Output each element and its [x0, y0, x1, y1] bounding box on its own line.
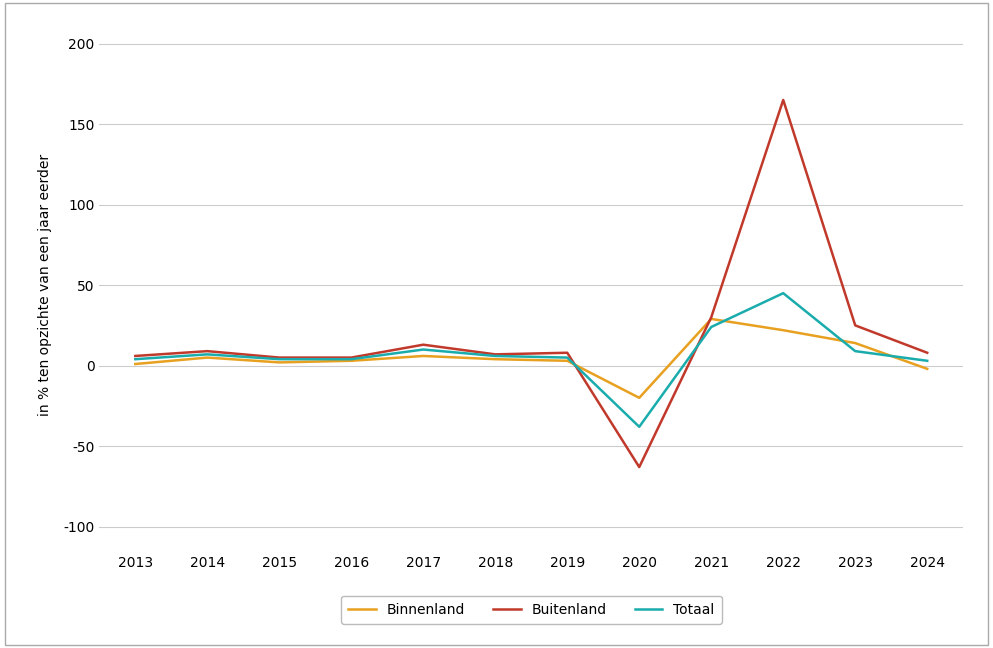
Totaal	[129, 355, 141, 363]
Totaal	[202, 351, 213, 358]
Line: Totaal: Totaal	[135, 293, 927, 427]
Line: Buitenland: Buitenland	[135, 100, 927, 467]
Binnenland	[129, 360, 141, 368]
Totaal	[273, 355, 285, 363]
Buitenland	[922, 349, 933, 356]
Binnenland	[346, 357, 357, 365]
Totaal	[490, 352, 501, 360]
Binnenland	[778, 327, 789, 334]
Buitenland	[346, 354, 357, 362]
Buitenland	[778, 96, 789, 104]
Buitenland	[129, 352, 141, 360]
Buitenland	[849, 321, 861, 329]
Legend: Binnenland, Buitenland, Totaal: Binnenland, Buitenland, Totaal	[341, 596, 722, 623]
Totaal	[778, 289, 789, 297]
Line: Binnenland: Binnenland	[135, 319, 927, 398]
Buitenland	[417, 341, 429, 349]
Buitenland	[202, 347, 213, 355]
Buitenland	[273, 354, 285, 362]
Binnenland	[849, 339, 861, 347]
Binnenland	[417, 352, 429, 360]
Totaal	[417, 345, 429, 353]
Buitenland	[705, 314, 717, 321]
Totaal	[849, 347, 861, 355]
Y-axis label: in % ten opzichte van een jaar eerder: in % ten opzichte van een jaar eerder	[38, 154, 52, 416]
Totaal	[561, 354, 573, 362]
Binnenland	[561, 357, 573, 365]
Buitenland	[561, 349, 573, 356]
Binnenland	[202, 354, 213, 362]
Totaal	[705, 323, 717, 331]
Binnenland	[705, 315, 717, 323]
Binnenland	[922, 365, 933, 373]
Binnenland	[490, 355, 501, 363]
Totaal	[346, 355, 357, 363]
Buitenland	[490, 351, 501, 358]
Totaal	[634, 423, 645, 431]
Buitenland	[634, 463, 645, 471]
Binnenland	[273, 358, 285, 366]
Totaal	[922, 357, 933, 365]
Binnenland	[634, 394, 645, 402]
